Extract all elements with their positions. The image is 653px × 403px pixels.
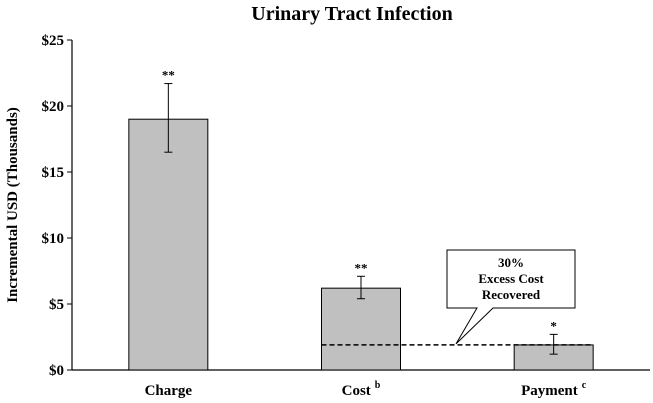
annotation-text: Recovered (482, 287, 541, 302)
bar (128, 118, 209, 371)
significance-label: ** (355, 260, 368, 275)
significance-label: ** (162, 68, 175, 83)
y-tick-label: $20 (42, 99, 65, 115)
annotation-callout (446, 249, 576, 345)
plot-area: $0 $5 $10 $15 $20 $25 ** Charge ** Cost b * Payment c… (42, 33, 650, 399)
y-axis-label: Incremental USD (Thousands) (5, 107, 21, 303)
x-tick-superscript: c (582, 380, 587, 391)
x-tick-label: Cost b (342, 380, 381, 399)
y-tick-label: $15 (42, 165, 65, 181)
y-tick-label: $25 (42, 33, 65, 49)
x-tick-label: Payment c (521, 380, 587, 399)
y-tick-label: $10 (42, 231, 65, 247)
y-tick-label: $0 (49, 363, 64, 379)
x-tick-label: Charge (145, 383, 193, 399)
y-tick-label: $5 (49, 297, 64, 313)
x-tick-superscript: b (375, 380, 381, 391)
annotation-text: 30% (498, 255, 524, 270)
bar (321, 287, 401, 371)
annotation-text: Excess Cost (478, 271, 544, 286)
significance-label: * (550, 318, 557, 333)
chart-title: Urinary Tract Infection (251, 3, 452, 25)
bar (513, 344, 594, 371)
